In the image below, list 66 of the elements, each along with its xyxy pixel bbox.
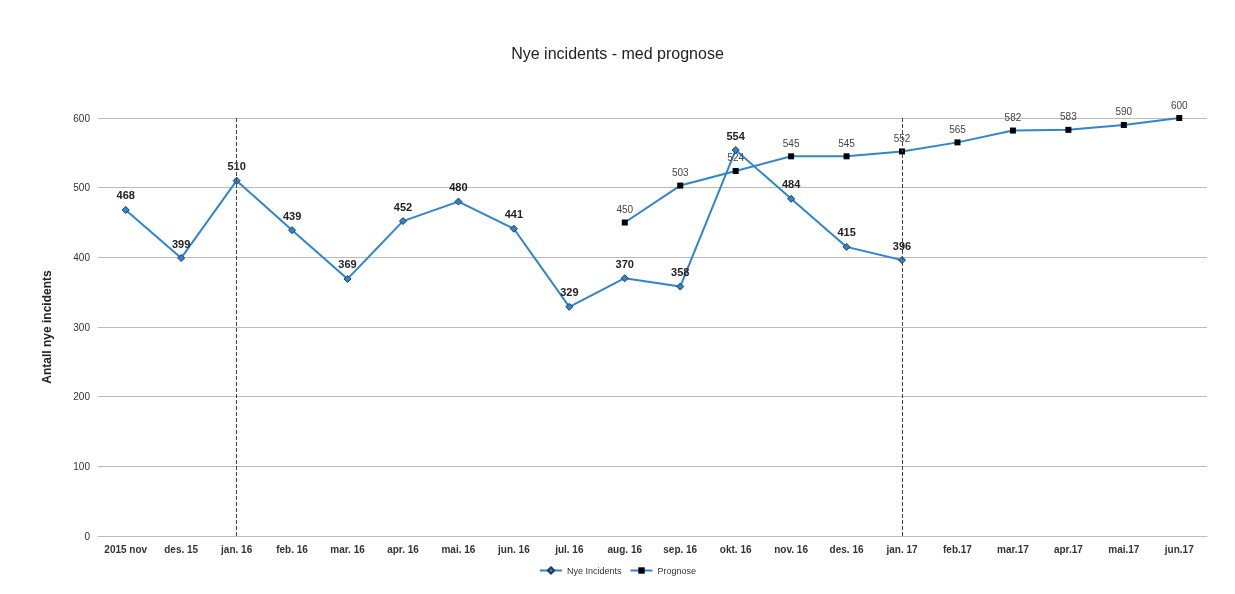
x-tick-label: mai.17: [1108, 543, 1140, 555]
data-label: 583: [1060, 111, 1078, 123]
x-tick-label: 2015 nov: [104, 543, 148, 555]
y-tick-label: 600: [73, 112, 91, 124]
data-label: 441: [504, 208, 524, 221]
data-label: 452: [393, 200, 413, 213]
data-label: 396: [892, 239, 912, 252]
legend-label: Nye Incidents: [566, 565, 622, 576]
data-label: 545: [838, 137, 856, 149]
chart-title: Nye incidents - med prognose: [511, 44, 724, 62]
x-tick-label: apr.17: [1053, 543, 1084, 555]
x-tick-label: mar.17: [997, 543, 1030, 555]
point: [620, 274, 629, 283]
data-label: 565: [949, 123, 967, 135]
x-tick-label: nov. 16: [774, 543, 809, 555]
data-label: 582: [1004, 112, 1022, 124]
data-label: 329: [560, 286, 579, 299]
point: [787, 194, 796, 203]
data-label: 554: [726, 129, 746, 142]
x-tick-label: feb.17: [943, 543, 973, 555]
x-tick-label: des. 16: [829, 543, 864, 555]
point: [398, 217, 407, 226]
x-tick-label: jan. 16: [220, 543, 253, 555]
y-tick-label: 500: [73, 182, 91, 194]
data-label: 468: [116, 189, 135, 202]
point: [842, 242, 851, 251]
data-label: 484: [781, 178, 802, 191]
point: [565, 302, 574, 311]
data-label: 600: [1170, 99, 1189, 111]
point: [454, 197, 463, 206]
x-tick-label: apr. 16: [387, 543, 420, 555]
y-tick-label: 0: [84, 530, 91, 542]
x-tick-label: mar. 16: [330, 543, 366, 555]
x-tick-label: jul. 16: [554, 543, 584, 555]
data-label: 552: [893, 132, 911, 144]
data-label: 503: [671, 167, 689, 179]
y-tick-label: 100: [73, 460, 91, 472]
x-tick-label: jun.17: [1163, 543, 1195, 555]
point: [676, 282, 685, 291]
point: [121, 205, 130, 214]
data-label: 370: [615, 257, 634, 270]
data-label: 545: [782, 137, 800, 149]
x-tick-label: jan. 17: [885, 543, 919, 555]
data-label: 439: [282, 209, 302, 222]
data-label: 415: [837, 226, 856, 239]
point: [343, 274, 352, 283]
data-label: 450: [616, 204, 634, 215]
data-label: 480: [449, 181, 468, 194]
x-tick-label: okt. 16: [719, 543, 752, 555]
point: [288, 226, 297, 235]
y-tick-label: 400: [73, 251, 91, 263]
x-tick-label: sep. 16: [663, 543, 698, 555]
x-tick-label: jun. 16: [497, 543, 531, 555]
y-tick-label: 200: [73, 391, 91, 403]
data-label: 369: [338, 258, 357, 271]
legend-label: Prognose: [657, 565, 697, 576]
data-label: 590: [1115, 106, 1133, 118]
point: [177, 254, 186, 263]
x-tick-label: mai. 16: [441, 543, 476, 555]
x-tick-label: aug. 16: [607, 543, 643, 555]
y-tick-label: 300: [73, 321, 91, 333]
y-axis-title: Antall nye incidents: [40, 270, 54, 384]
x-tick-label: feb. 16: [276, 543, 309, 555]
x-tick-label: des. 15: [164, 543, 199, 555]
point: [509, 224, 518, 233]
data-label: 399: [172, 237, 191, 250]
